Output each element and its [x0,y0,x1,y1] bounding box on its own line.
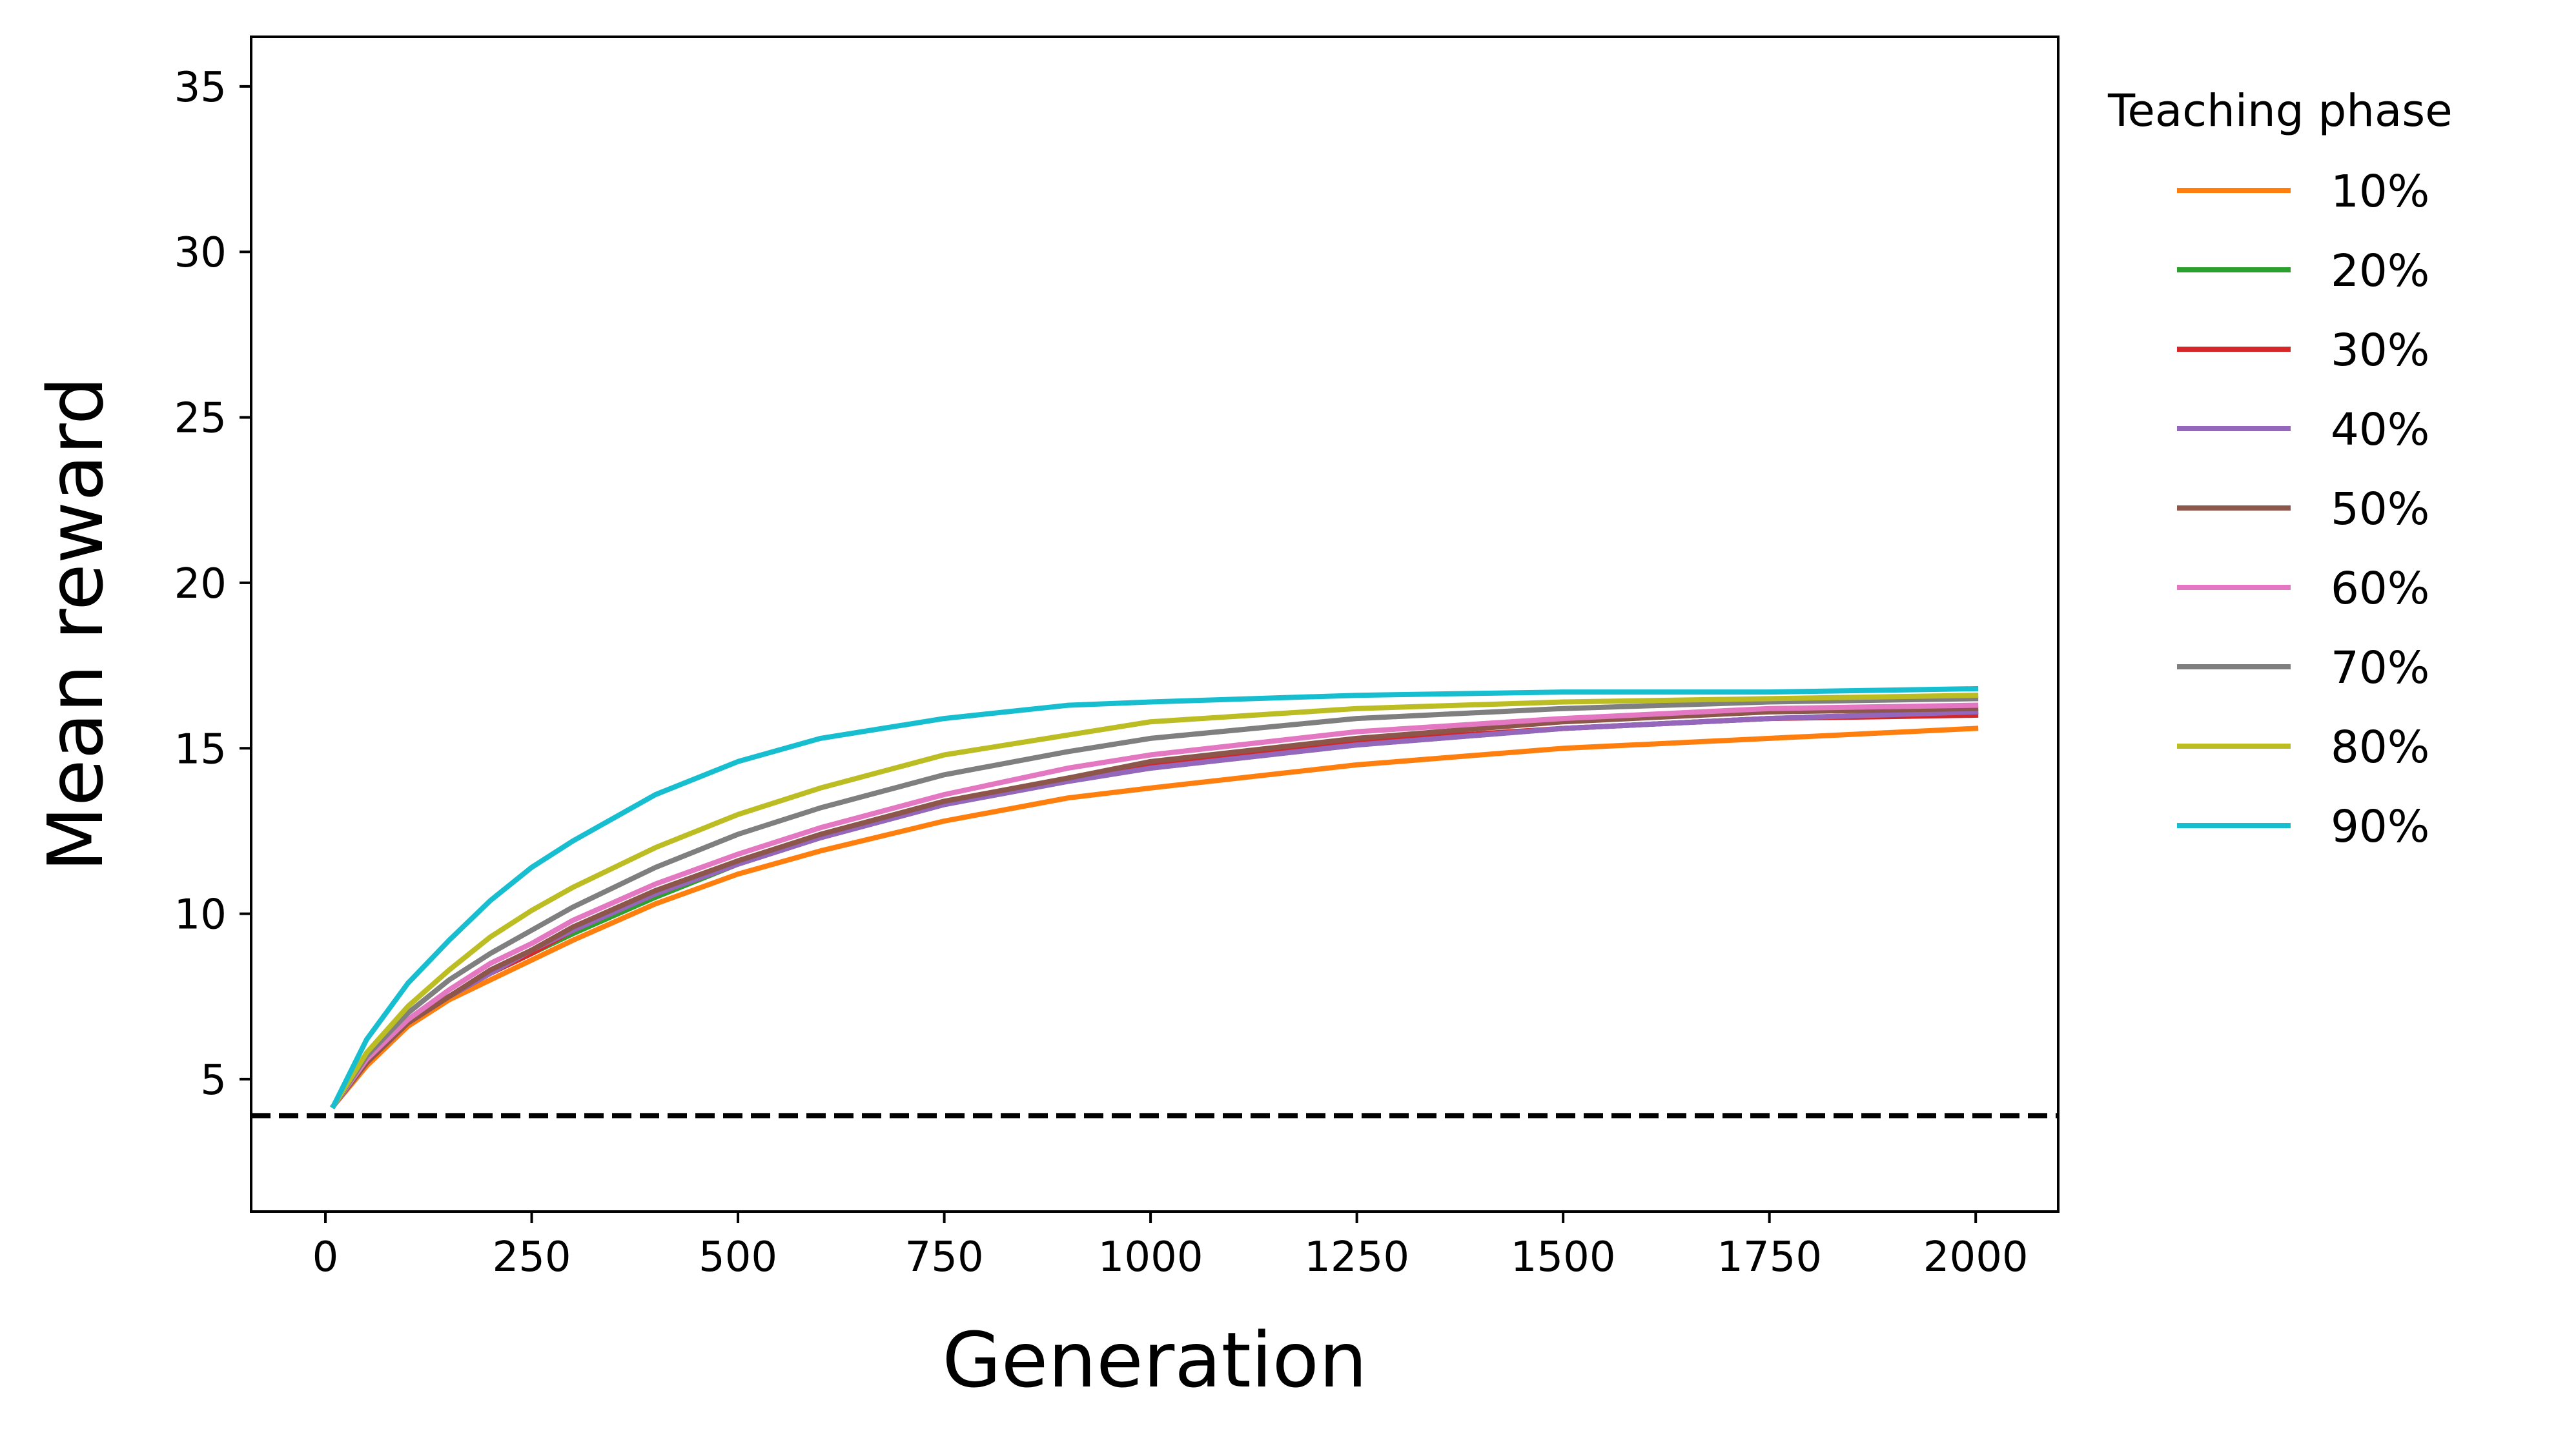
x-tick-label: 750 [905,1234,984,1281]
y-axis-label: Mean reward [31,376,120,872]
y-tick-label: 5 [200,1057,227,1104]
axes: 0 250 500 750 1000 1250 1500 1750 2000 5 10 15 20 25 3… [174,36,2060,1281]
x-tick-label: 1500 [1511,1234,1616,1281]
y-tick-label: 30 [174,229,227,277]
series-line-10pct [330,726,1979,1110]
legend-label-70pct: 70% [2331,642,2429,694]
x-tick-label: 1750 [1717,1234,1822,1281]
series-line-50pct [330,706,1979,1110]
legend-label-30pct: 30% [2331,325,2429,376]
series-line-30pct [330,712,1979,1110]
legend-label-10pct: 10% [2331,166,2429,218]
series-line-70pct [330,696,1979,1110]
legend-label-60pct: 60% [2331,563,2429,614]
legend: Teaching phase 10% 20% 30% 40% 50% 60% 70% 80% 9… [2107,85,2453,853]
y-tick-label: 15 [174,726,227,773]
legend-title: Teaching phase [2107,85,2453,137]
plot-area [251,685,2058,1119]
x-tick-label: 250 [492,1234,571,1281]
x-tick-label: 1000 [1098,1234,1203,1281]
y-tick-label: 20 [174,560,227,608]
legend-label-80pct: 80% [2331,722,2429,773]
x-tick-label: 0 [312,1234,339,1281]
y-tick-label: 10 [174,891,227,939]
series-line-90pct [330,685,1979,1110]
y-tick-label: 25 [174,395,227,443]
x-tick-label: 2000 [1923,1234,2029,1281]
y-tick-label: 35 [174,64,227,112]
series-line-20pct [330,709,1979,1110]
series-line-40pct [330,709,1979,1110]
x-axis-label: Generation [942,1315,1367,1405]
legend-label-50pct: 50% [2331,483,2429,535]
legend-label-90pct: 90% [2331,801,2429,853]
series-line-60pct [330,702,1979,1110]
series-line-80pct [330,693,1979,1110]
x-tick-label: 1250 [1304,1234,1409,1281]
x-tick-label: 500 [699,1234,777,1281]
legend-label-40pct: 40% [2331,404,2429,456]
axes-frame [250,36,2060,1213]
legend-label-20pct: 20% [2331,245,2429,297]
